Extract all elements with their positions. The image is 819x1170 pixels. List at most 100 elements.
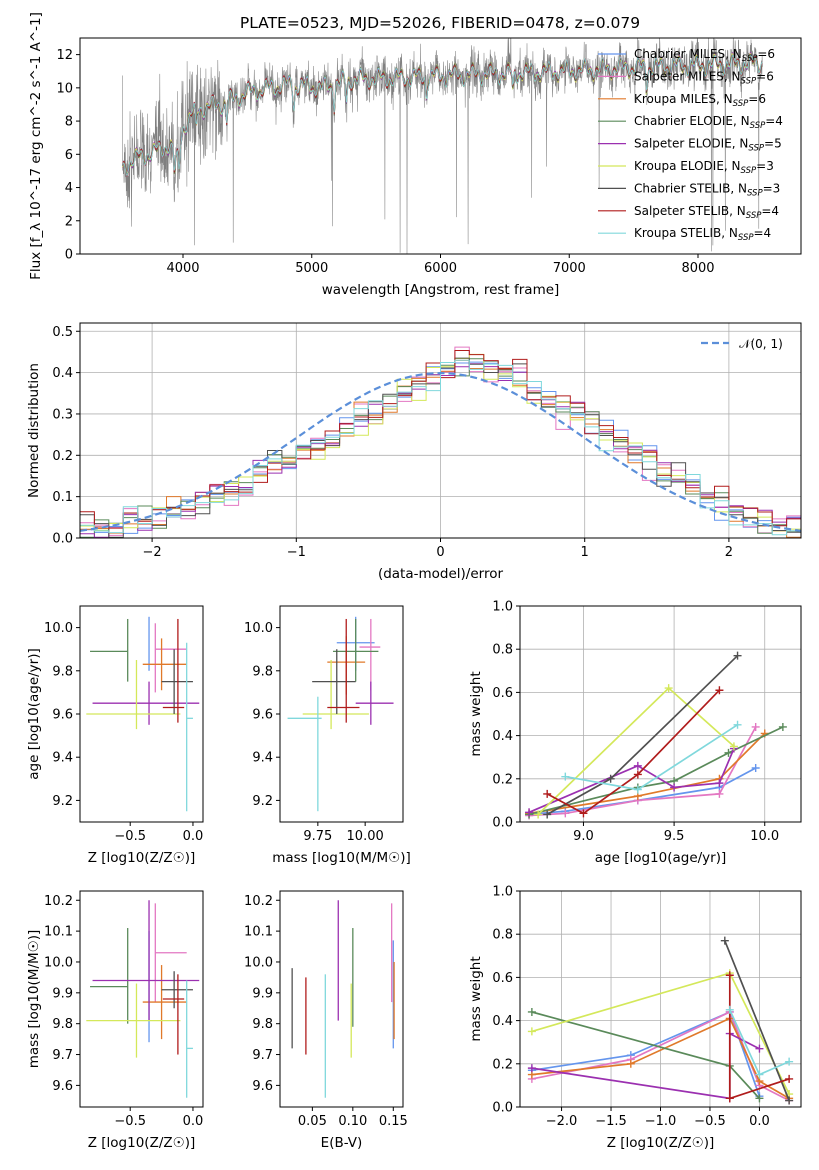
y-tick-label: 9.7	[52, 1048, 73, 1063]
legend-tail: =3	[756, 159, 774, 173]
weight-point	[785, 1074, 794, 1083]
x-tick-label: −0.5	[694, 1114, 726, 1129]
x-tick-label: 9.75	[303, 829, 332, 844]
y-tick-label: 8	[65, 115, 73, 130]
plot-area	[86, 900, 200, 1098]
axes-layer: 9.75 10.00 9.2 9.4 9.6 9.8 10.0 mass [log10(M/M…	[244, 605, 411, 866]
panel-weight_vs_z: −2.0 −1.5 −1.0 −0.5 0.0 0.0 0.2 0.4 0.6 0.8 1.0 Z […	[468, 885, 802, 1151]
axes-layer: −2 −1 0 1 2 0.0 0.1 0.2 0.3 0.4 0.5 (data-model)/er…	[26, 322, 802, 582]
y-tick-label: 10.0	[244, 955, 273, 970]
axes-layer: 9.0 9.5 10.0 0.0 0.2 0.4 0.6 0.8 1.0 age [log10(a…	[468, 600, 802, 866]
weight-point	[715, 789, 724, 798]
legend-entry: Chabrier ELODIE, NSSP=4	[634, 114, 783, 131]
axes-layer: 4000 5000 6000 7000 8000 0 2 4 6 8 10 12 wavelength …	[28, 12, 802, 298]
x-tick-label: 0.05	[298, 1114, 327, 1129]
weight-point	[733, 651, 742, 660]
legend-text: Chabrier MILES, N	[634, 47, 742, 61]
weight-point	[729, 742, 738, 751]
legend-entry: Kroupa ELODIE, NSSP=3	[634, 159, 774, 176]
x-tick-label: −1.0	[645, 1114, 677, 1129]
y-tick-label: 0.2	[492, 772, 513, 787]
weight-point	[527, 1027, 536, 1036]
x-axis-label: mass [log10(M/M☉)]	[272, 850, 411, 866]
histogram-step	[80, 359, 801, 538]
legend-entry: 𝒩(0, 1)	[739, 337, 783, 351]
y-tick-label: 0.3	[52, 407, 73, 422]
x-tick-label: −2.0	[546, 1114, 578, 1129]
legend-tail: =4	[765, 114, 783, 128]
y-tick-label: 9.9	[252, 986, 273, 1001]
legend-text: Kroupa MILES, N	[634, 92, 733, 106]
plot-area	[291, 900, 395, 1098]
y-tick-label: 10.1	[44, 925, 73, 940]
y-tick-label: 0.8	[492, 643, 513, 658]
panel-residuals: −2 −1 0 1 2 0.0 0.1 0.2 0.3 0.4 0.5 (data-model)/er…	[26, 322, 802, 582]
y-tick-label: 6	[65, 148, 73, 163]
y-tick-label: 10.0	[44, 955, 73, 970]
x-tick-label: 10.0	[750, 829, 779, 844]
y-axis-label: age [log10(age/yr)]	[26, 648, 42, 780]
axes-frame	[279, 890, 404, 1108]
y-axis-label: mass [log10(M/M☉)]	[26, 930, 42, 1069]
weight-point	[670, 783, 679, 792]
legend-entry: Kroupa MILES, NSSP=6	[634, 92, 766, 109]
weight-line	[546, 655, 739, 816]
y-tick-label: 9.8	[252, 1017, 273, 1032]
x-tick-label: 9.5	[664, 829, 685, 844]
axes-frame	[519, 605, 802, 823]
x-tick-label: 6000	[424, 261, 457, 276]
y-tick-label: 0.0	[52, 532, 73, 547]
x-tick-label: 0.0	[183, 1114, 204, 1129]
legend-subscript: SSP	[733, 99, 749, 109]
legend-text: Salpeter MILES, N	[634, 69, 741, 83]
weight-point	[751, 722, 760, 731]
axes-frame	[79, 890, 204, 1108]
legend-entry: Chabrier STELIB, NSSP=3	[634, 181, 780, 198]
weight-point	[755, 1070, 764, 1079]
weight-point	[626, 1059, 635, 1068]
weight-point	[725, 1005, 734, 1014]
weight-point	[561, 772, 570, 781]
x-tick-label: 2	[725, 545, 733, 560]
y-axis-label: Normed distribution	[26, 363, 42, 498]
axes-layer: 0.05 0.10 0.15 9.6 9.7 9.8 9.9 10.0 10.1 10.2 E(B-…	[244, 890, 408, 1151]
x-tick-label: −0.5	[114, 1114, 146, 1129]
plot-area	[525, 651, 787, 820]
legend-text: Kroupa STELIB, N	[634, 226, 738, 240]
weight-line	[528, 726, 784, 816]
x-axis-label: Z [log10(Z/Z☉)]	[607, 1135, 715, 1151]
x-tick-label: 7000	[553, 261, 586, 276]
figure-title: PLATE=0523, MJD=52026, FIBERID=0478, z=0…	[240, 14, 640, 32]
legend-text: Salpeter STELIB, N	[634, 204, 746, 218]
y-tick-label: 9.4	[52, 751, 73, 766]
x-tick-label: −0.5	[114, 829, 146, 844]
plot-area	[122, 38, 763, 254]
y-tick-label: 9.2	[252, 794, 273, 809]
legend-text: Salpeter ELODIE, N	[634, 137, 748, 151]
legend-entry: Salpeter MILES, NSSP=6	[634, 69, 774, 86]
legend-subscript: SSP	[747, 188, 763, 198]
y-tick-label: 9.8	[52, 664, 73, 679]
y-tick-label: 0.0	[492, 1101, 513, 1116]
legend-subscript: SSP	[748, 144, 764, 154]
y-tick-label: 0.0	[492, 816, 513, 831]
y-tick-label: 10.2	[44, 894, 73, 909]
legend-tail: =6	[756, 69, 774, 83]
weight-point	[715, 686, 724, 695]
y-tick-label: 12	[56, 48, 73, 63]
weight-point	[751, 764, 760, 772]
x-axis-label: Z [log10(Z/Z☉)]	[88, 850, 196, 866]
weight-point	[579, 809, 588, 818]
x-tick-label: 0	[436, 545, 444, 560]
y-tick-label: 10	[56, 81, 73, 96]
x-axis-label: E(B-V)	[321, 1135, 363, 1151]
y-tick-label: 9.2	[52, 794, 73, 809]
weight-point	[543, 789, 552, 798]
x-tick-label: −1.5	[595, 1114, 627, 1129]
panel-weight_vs_age: 9.0 9.5 10.0 0.0 0.2 0.4 0.6 0.8 1.0 age [log10(a…	[468, 600, 802, 866]
panel-age_vs_z: −0.5 0.0 9.2 9.4 9.6 9.8 10.0 Z [log10(Z/Z☉)] ag…	[26, 605, 204, 866]
y-tick-label: 4	[65, 181, 73, 196]
y-tick-label: 9.8	[252, 664, 273, 679]
legend-subscript: SSP	[741, 166, 757, 176]
